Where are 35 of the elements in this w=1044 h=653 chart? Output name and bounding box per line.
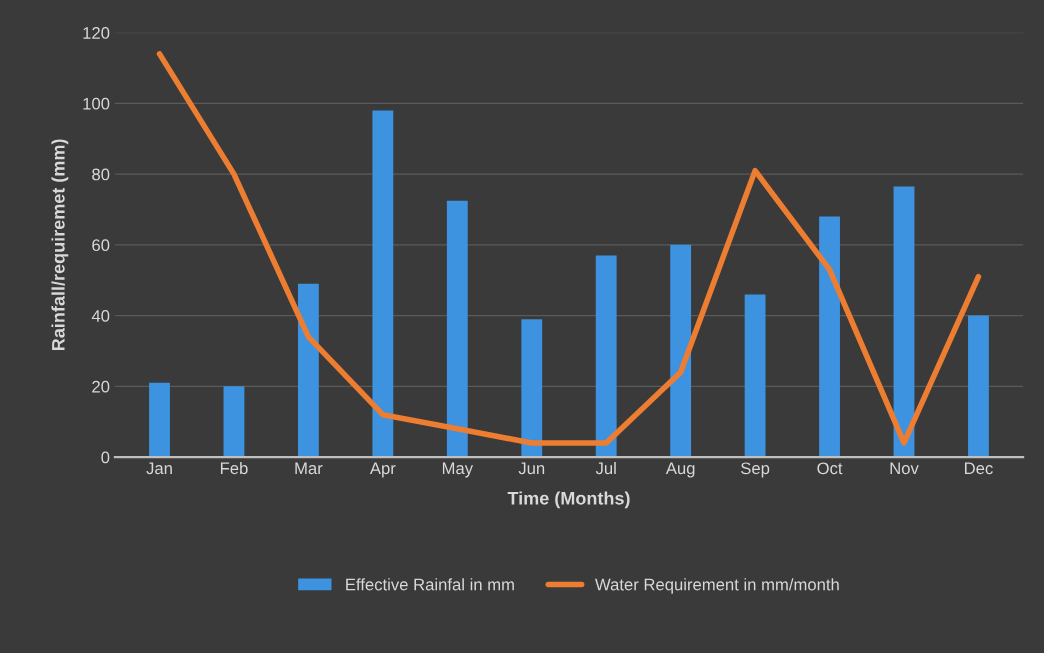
y-tick-label: 100 bbox=[83, 97, 110, 110]
bar bbox=[223, 386, 245, 458]
y-tick-label: 60 bbox=[92, 239, 110, 252]
bar bbox=[446, 200, 468, 458]
y-tick-label: 80 bbox=[92, 168, 110, 181]
x-tick-label: Sep bbox=[741, 462, 770, 478]
y-tick-label: 120 bbox=[83, 27, 110, 39]
bar bbox=[968, 315, 989, 458]
x-tick-label: Aug bbox=[665, 462, 695, 478]
y-tick-label: 40 bbox=[91, 310, 110, 322]
bar bbox=[670, 244, 692, 458]
x-tick-label: Jul bbox=[595, 461, 616, 475]
bar bbox=[893, 186, 915, 458]
bar bbox=[372, 110, 394, 458]
bar bbox=[819, 216, 840, 458]
y-axis-title: Rainfall/requiremet (mm) bbox=[51, 139, 69, 351]
x-tick-label: Jan bbox=[146, 462, 172, 475]
x-tick-label: Mar bbox=[295, 462, 323, 475]
bar bbox=[744, 294, 766, 458]
x-tick-label: Apr bbox=[369, 462, 396, 478]
y-tick-label: 0 bbox=[101, 451, 110, 464]
bar bbox=[521, 319, 543, 458]
bar bbox=[149, 382, 170, 458]
bar bbox=[595, 255, 617, 458]
x-tick-label: May bbox=[442, 462, 474, 478]
bar bbox=[297, 283, 319, 458]
x-tick-label: Jun bbox=[518, 462, 545, 475]
x-tick-label: Oct bbox=[817, 462, 843, 475]
x-tick-label: Dec bbox=[965, 462, 993, 475]
x-tick-label: Nov bbox=[890, 462, 919, 475]
legend-label: Water Requirement in mm/month bbox=[595, 578, 839, 594]
y-tick-label: 20 bbox=[92, 380, 110, 393]
x-tick-label: Feb bbox=[220, 461, 248, 475]
legend-label: Effective Rainfal in mm bbox=[346, 578, 514, 591]
x-axis-title: Time (Months) bbox=[507, 491, 630, 509]
